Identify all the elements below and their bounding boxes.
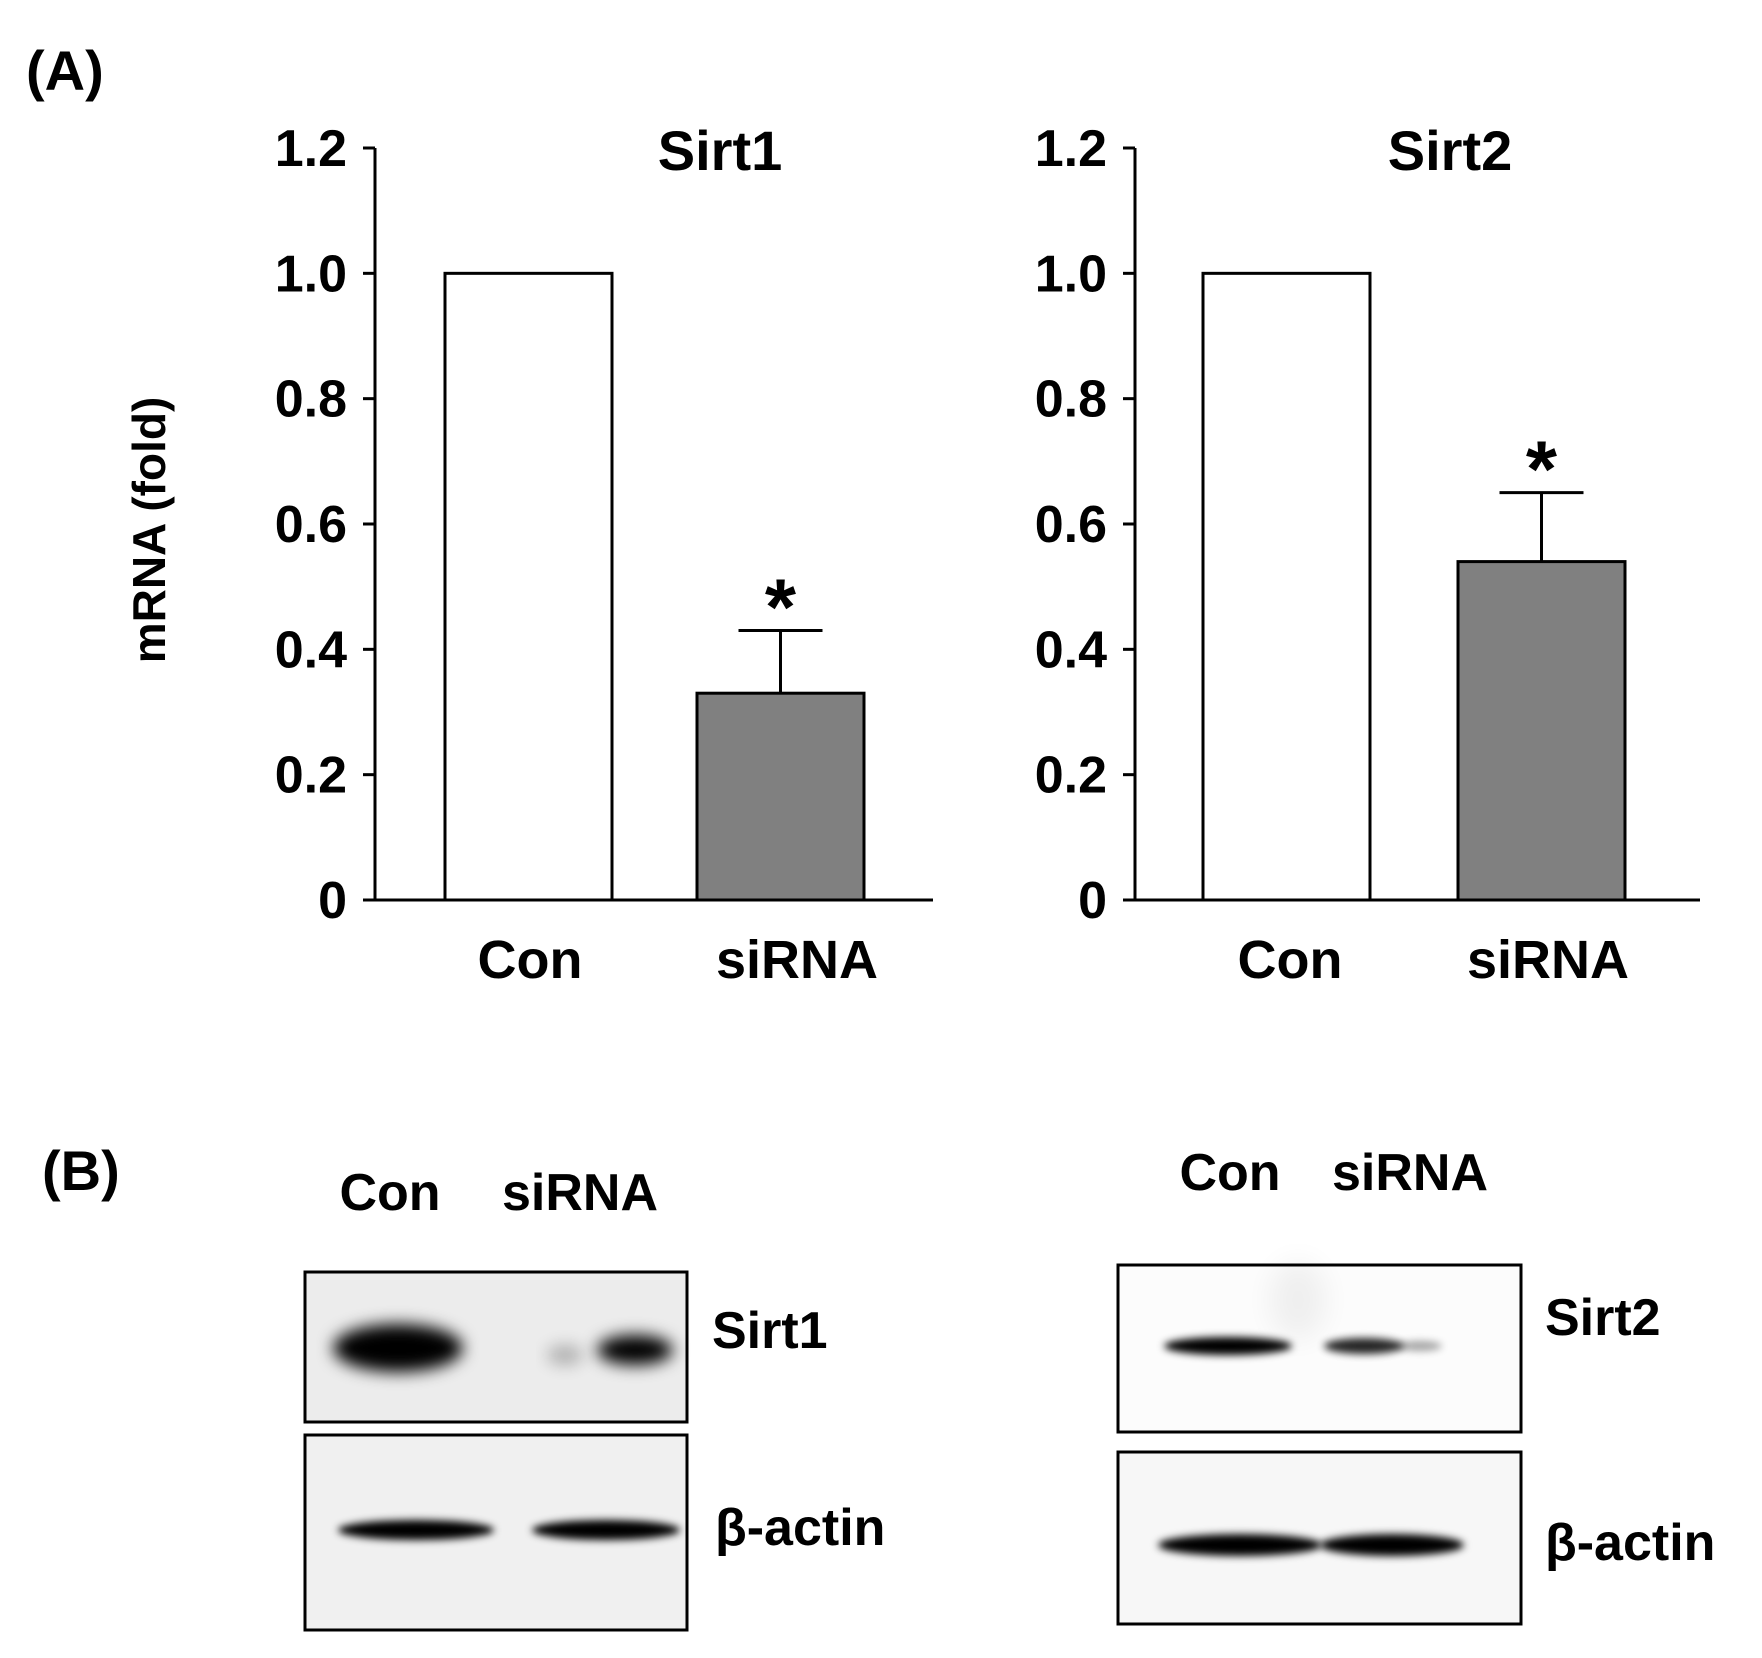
y-tick-label: 0.6 <box>1035 496 1107 554</box>
y-tick-label: 0 <box>318 872 347 930</box>
y-tick-label: 0.8 <box>1035 371 1107 429</box>
bar-con <box>1201 271 1372 902</box>
bar-con <box>443 271 614 902</box>
protein-label: β-actin <box>1545 1514 1715 1572</box>
band-tail <box>1398 1341 1442 1351</box>
y-tick-label: 0.2 <box>1035 747 1107 805</box>
band-con <box>1158 1534 1322 1556</box>
bar-sirna <box>1456 560 1627 902</box>
y-tick-label: 1.2 <box>275 120 347 178</box>
faint-band <box>547 1345 583 1365</box>
y-tick-label: 0.2 <box>275 747 347 805</box>
band-sirna <box>1320 1534 1464 1556</box>
band-sirna <box>1324 1338 1404 1354</box>
smear <box>1270 1260 1326 1340</box>
western-blot-sirt1: Con siRNA Sirt1 β-actin <box>303 1164 885 1632</box>
y-tick-label: 0 <box>1078 872 1107 930</box>
y-tick-label: 0.6 <box>275 496 347 554</box>
lane-label: Con <box>339 1164 440 1222</box>
chart-title: Sirt1 <box>658 119 783 182</box>
x-tick-label: Con <box>1238 930 1343 990</box>
y-tick-label: 1.0 <box>275 245 347 303</box>
y-axis-label: mRNA (fold) <box>123 397 175 664</box>
western-blot-sirt2: Con siRNA Sirt2 β-actin <box>1116 1144 1715 1626</box>
bar-sirna <box>695 691 866 902</box>
band-sirna <box>532 1520 680 1540</box>
x-tick-label: Con <box>478 930 583 990</box>
protein-label: β-actin <box>715 1499 885 1557</box>
y-tick-label: 0.8 <box>275 371 347 429</box>
bar-chart-sirt1: Sirt1 mRNA (fold) 0 0.2 0.4 0.6 0.8 1.0 1.2 Con… <box>123 119 933 990</box>
y-tick-label: 0.4 <box>275 621 347 679</box>
significance-mark: * <box>765 563 797 652</box>
x-tick-label: siRNA <box>716 930 878 990</box>
protein-label: Sirt1 <box>712 1302 828 1360</box>
significance-mark: * <box>1526 425 1558 514</box>
y-tick-label: 1.2 <box>1035 120 1107 178</box>
band-con <box>1164 1337 1292 1355</box>
chart-title: Sirt2 <box>1388 119 1513 182</box>
y-tick-label: 1.0 <box>1035 245 1107 303</box>
panel-b-label: (B) <box>42 1139 120 1202</box>
lane-label: siRNA <box>1332 1144 1488 1202</box>
band-con <box>333 1324 463 1372</box>
band-con <box>338 1520 494 1540</box>
lane-label: siRNA <box>502 1164 658 1222</box>
protein-label: Sirt2 <box>1545 1289 1661 1347</box>
x-tick-label: siRNA <box>1467 930 1629 990</box>
band-sirna <box>597 1335 673 1365</box>
bar-chart-sirt2: Sirt2 0 0.2 0.4 0.6 0.8 1.0 1.2 Con * siRNA <box>1035 119 1700 990</box>
y-tick-label: 0.4 <box>1035 621 1107 679</box>
lane-label: Con <box>1179 1144 1280 1202</box>
panel-a-label: (A) <box>26 39 104 102</box>
